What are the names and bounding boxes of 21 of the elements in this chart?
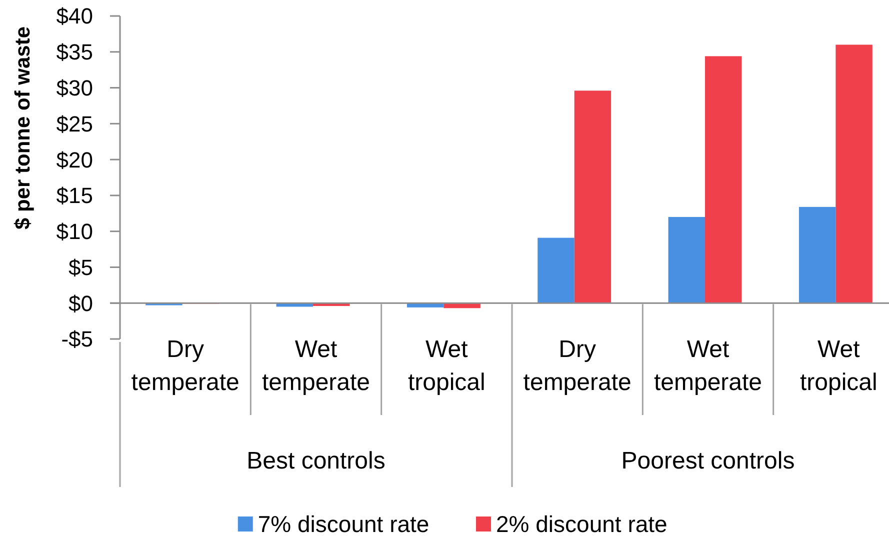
y-tick-label: -$5 xyxy=(61,326,93,352)
y-tick-label: $0 xyxy=(68,290,93,316)
y-tick-label: $35 xyxy=(56,40,93,65)
legend-label: 7% discount rate xyxy=(258,511,430,538)
x-tick-label: Wet temperate xyxy=(262,336,370,396)
x-tick-label: Dry temperate xyxy=(523,336,632,396)
x-tick-label: Wet temperate xyxy=(654,336,762,396)
x-tick-label: Wet tropical xyxy=(408,336,486,396)
y-tick-label: $30 xyxy=(56,75,93,100)
legend-label: 2% discount rate xyxy=(496,511,668,538)
y-axis-title: $ per tonne of waste xyxy=(11,26,34,230)
y-tick-label: $25 xyxy=(56,111,93,136)
y-tick-label: $40 xyxy=(56,4,93,29)
text: Best controls xyxy=(246,447,386,474)
y-tick-label: $5 xyxy=(68,254,93,280)
x-tick-label: Wet tropical xyxy=(800,336,878,396)
x-tick-label: Dry temperate xyxy=(131,336,240,396)
text: Poorest controls xyxy=(621,447,795,474)
y-tick-label: $20 xyxy=(56,147,93,172)
y-tick-label: $10 xyxy=(56,219,93,244)
y-tick-label: $15 xyxy=(56,183,93,208)
